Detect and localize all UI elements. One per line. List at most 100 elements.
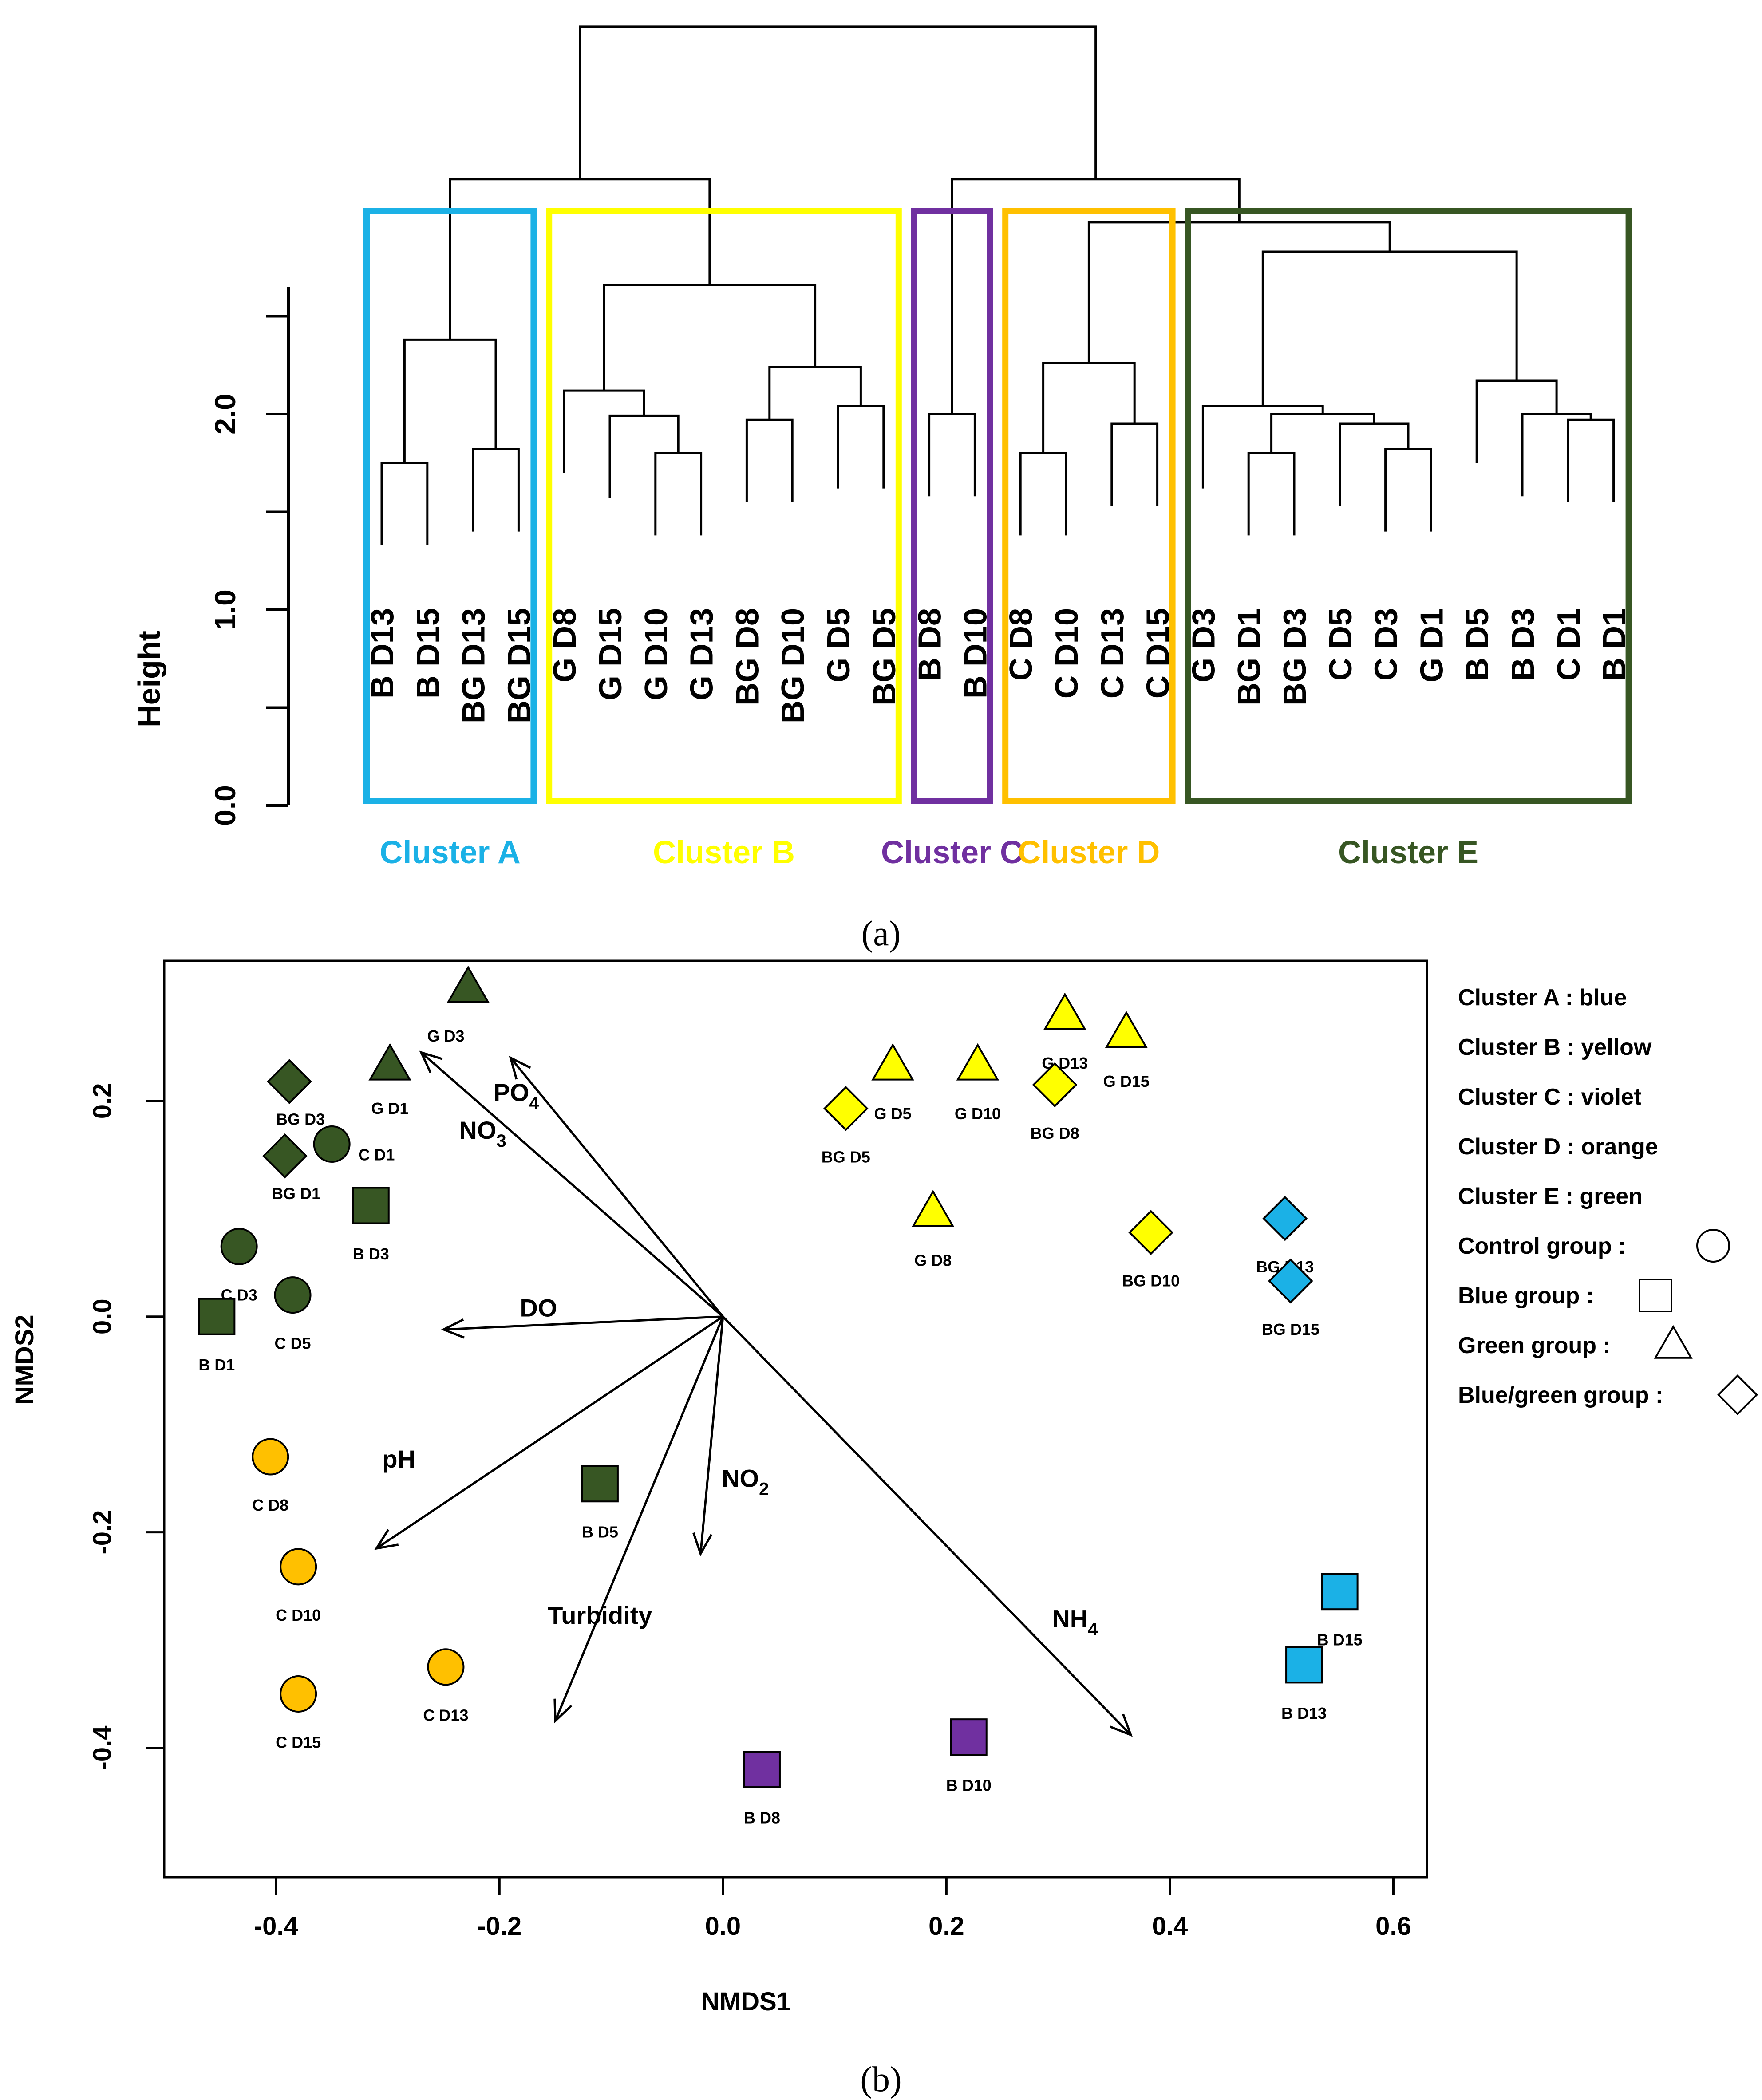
scatter-point <box>823 1086 869 1131</box>
scatter-point <box>446 965 490 1003</box>
vector-label: PO4 <box>493 1078 539 1113</box>
dendro-branch <box>579 25 1097 179</box>
scatter-point <box>313 1125 351 1163</box>
vector-label-subscript: 4 <box>1088 1619 1098 1639</box>
dendro-leaf-label: B D15 <box>411 608 446 699</box>
dendro-leaf-label: C D13 <box>1095 608 1130 699</box>
vector-label: Turbidity <box>548 1601 652 1629</box>
dendro-leaf-label: B D8 <box>913 608 948 681</box>
legend-group-entry: Green group : <box>1458 1333 1611 1358</box>
scatter-point <box>262 1133 308 1179</box>
dendro-branch <box>1261 250 1518 407</box>
dendro-y-tick-label: 2.0 <box>209 394 241 434</box>
dendro-leaf-label: B D3 <box>1505 608 1541 681</box>
caption-a: (a) <box>861 914 901 953</box>
point-label: C D15 <box>276 1733 321 1751</box>
vector-label-subscript: 4 <box>529 1093 539 1113</box>
y-tick-label: -0.2 <box>88 1510 117 1555</box>
x-tick-label: 0.0 <box>705 1912 741 1941</box>
dendro-branch <box>1339 422 1410 506</box>
vector-label-text: DO <box>520 1294 557 1322</box>
vector-arrowhead <box>692 1532 713 1557</box>
vector-arrowhead <box>1110 1713 1133 1737</box>
dendro-leaf-label: B D5 <box>1460 608 1495 681</box>
vector-arrow <box>443 1315 723 1331</box>
dendro-branch <box>608 414 680 498</box>
scatter-point <box>743 1751 781 1788</box>
point-label: BG D10 <box>1122 1272 1180 1290</box>
cluster-label: Cluster B <box>653 835 795 870</box>
scatter-point <box>1128 1210 1173 1255</box>
dendro-branch <box>1019 452 1067 536</box>
dendro-leaf-label: C D3 <box>1369 608 1404 681</box>
cluster-label: Cluster E <box>1338 835 1478 870</box>
vector-arrowhead <box>553 1698 573 1724</box>
legend-group-entry: Control group : <box>1458 1233 1626 1259</box>
dendro-branch <box>1247 452 1296 536</box>
y-tick-label: 0.0 <box>88 1299 117 1334</box>
vector-label-text: Turbidity <box>548 1601 652 1629</box>
point-label: B D15 <box>1317 1631 1363 1649</box>
scatter-point <box>368 1043 411 1081</box>
dendro-branch <box>563 389 645 473</box>
dendro-leaf-label: G D1 <box>1414 608 1450 683</box>
dendro-branch <box>1042 362 1136 454</box>
dendro-branch <box>837 405 885 489</box>
dendro-leaf-label: C D8 <box>1003 608 1039 681</box>
scatter-point <box>267 1059 312 1104</box>
cluster-box <box>911 208 993 804</box>
vector-arrow <box>375 1315 724 1550</box>
dendro-leaf-label: G D15 <box>593 608 628 700</box>
point-label: G D1 <box>371 1099 409 1117</box>
dendro-leaf-label: BG D13 <box>456 608 492 723</box>
vector-label: NO2 <box>722 1464 769 1499</box>
legend-cluster-entry: Cluster D : orange <box>1458 1134 1658 1160</box>
point-label: BG D3 <box>276 1110 325 1128</box>
scatter-point <box>427 1648 465 1686</box>
dendro-leaf-label: G D8 <box>547 608 583 683</box>
point-label: G D10 <box>955 1105 1001 1123</box>
dendro-leaf-label: BG D8 <box>730 608 765 706</box>
dendro-branch <box>1384 448 1432 532</box>
point-label: C D1 <box>358 1145 395 1164</box>
dendro-branch <box>1270 413 1375 454</box>
dendro-branch <box>603 284 817 391</box>
dendro-leaf-label: BG D1 <box>1232 608 1267 706</box>
vector-arrow <box>554 1316 724 1721</box>
scatter-point <box>956 1043 1000 1081</box>
x-tick-label: 0.6 <box>1375 1912 1411 1941</box>
scatter-point <box>1262 1196 1308 1241</box>
legend-cluster-entry: Cluster E : green <box>1458 1184 1643 1209</box>
vector-arrowhead <box>374 1529 399 1550</box>
legend-shape <box>1654 1325 1693 1359</box>
cluster-box <box>1185 208 1632 804</box>
scatter-point <box>911 1190 955 1228</box>
y-tick-label: 0.2 <box>88 1083 117 1119</box>
cluster-label: Cluster A <box>380 835 521 870</box>
dendro-leaf-label: G D10 <box>639 608 674 700</box>
point-label: C D5 <box>275 1334 311 1353</box>
dendro-branch <box>472 448 520 532</box>
point-label: G D5 <box>874 1105 912 1123</box>
dendro-y-tick-label: 1.0 <box>209 589 241 630</box>
scatter-point <box>220 1228 258 1265</box>
dendro-leaf-label: C D5 <box>1323 608 1359 681</box>
x-tick-label: -0.2 <box>477 1912 521 1941</box>
vector-label-subscript: 3 <box>496 1131 506 1151</box>
cluster-label: Cluster C <box>881 835 1023 870</box>
dendro-leaf-label: C D1 <box>1551 608 1587 681</box>
vector-label: DO <box>520 1294 557 1322</box>
plot-frame <box>163 959 1428 1879</box>
scatter-point <box>1032 1062 1078 1108</box>
vector-label-text: NO <box>722 1464 759 1492</box>
cluster-box <box>546 208 902 804</box>
point-label: B D3 <box>353 1245 389 1263</box>
legend-cluster-entry: Cluster B : yellow <box>1458 1034 1652 1060</box>
dendro-leaf-label: G D3 <box>1186 608 1221 683</box>
vector-label-text: NO <box>459 1116 496 1144</box>
legend-group-entry: Blue group : <box>1458 1283 1594 1309</box>
scatter-point <box>352 1187 390 1224</box>
point-label: B D13 <box>1281 1704 1327 1722</box>
